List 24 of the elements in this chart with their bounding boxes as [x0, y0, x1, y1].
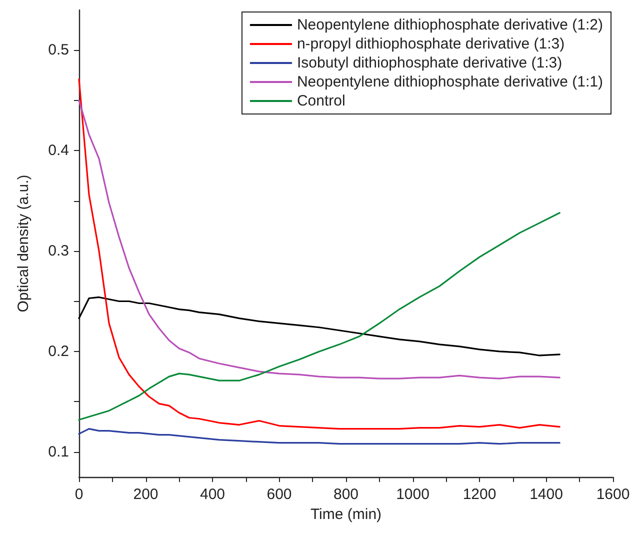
y-tick-label: 0.5 — [48, 42, 69, 59]
legend-label: Neopentylene dithiophosphate derivative (1:2) — [296, 16, 604, 34]
y-tick-label: 0.2 — [48, 342, 69, 360]
y-tick-label: 0.3 — [48, 242, 69, 260]
line-series — [78, 212, 560, 421]
x-tick-label: 1400 — [530, 486, 563, 503]
legend-label: Neopentylene dithiophosphate derivative (1:1) — [296, 74, 604, 90]
legend-label: Control — [296, 92, 346, 110]
y-tick-label: 0.1 — [48, 443, 69, 460]
line-series — [78, 296, 560, 356]
line-series — [78, 428, 560, 445]
y-tick-label: 0.4 — [48, 142, 69, 160]
legend-label: n-propyl dithiophosphate derivative (1:3) — [296, 36, 565, 52]
y-axis-title: Optical density (a.u.) — [15, 174, 32, 312]
x-tick-label: 1200 — [462, 486, 496, 503]
x-tick-label: 1600 — [596, 486, 630, 503]
x-tick-label: 800 — [333, 486, 359, 503]
x-tick-label: 600 — [266, 486, 292, 503]
x-axis-title: Time (min) — [310, 506, 382, 523]
legend-label: Isobutyl dithiophosphate derivative (1:3) — [296, 54, 562, 72]
x-tick-label: 1000 — [396, 486, 430, 503]
x-tick-label: 0 — [74, 486, 84, 503]
x-tick-label: 200 — [133, 486, 158, 503]
x-tick-label: 400 — [200, 486, 226, 503]
